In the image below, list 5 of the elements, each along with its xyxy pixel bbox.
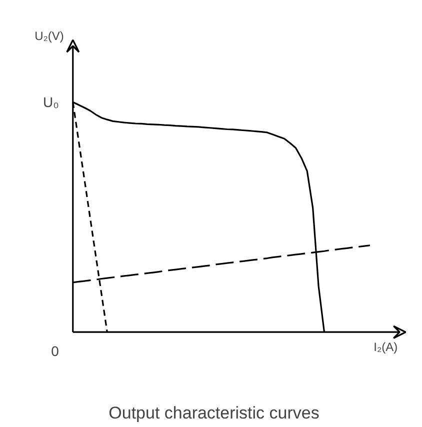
text: Output characteristic curves: [108, 404, 320, 422]
x-axis-title: I₂(A): [374, 340, 398, 354]
text: 0: [51, 343, 60, 360]
text: U₀: [42, 94, 60, 110]
y-axis-title: U₂(V): [34, 29, 64, 43]
